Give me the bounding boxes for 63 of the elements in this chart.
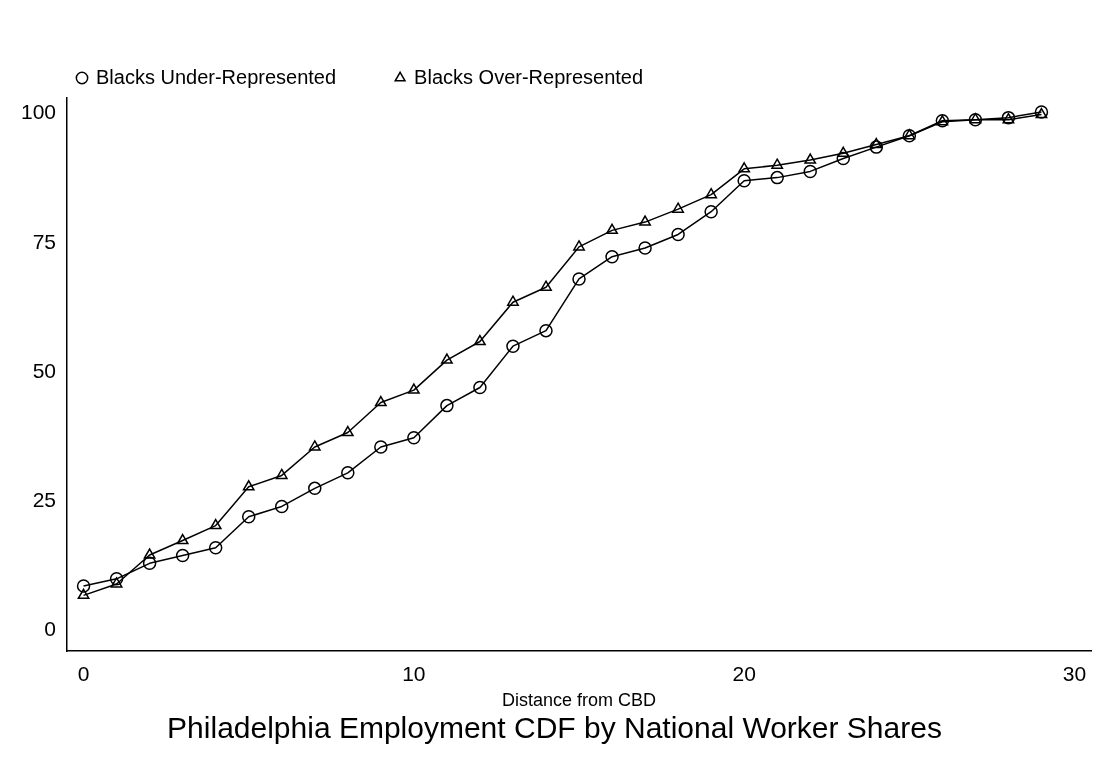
- point: [77, 588, 90, 600]
- x-tick-label: 10: [402, 661, 426, 685]
- point: [804, 153, 817, 164]
- point: [836, 151, 851, 166]
- point: [540, 280, 552, 291]
- point: [374, 395, 387, 407]
- point: [837, 146, 850, 158]
- point: [869, 140, 884, 154]
- point: [605, 249, 619, 264]
- x-tick-label: 20: [732, 661, 756, 685]
- point: [770, 170, 784, 185]
- point: [76, 579, 91, 593]
- point: [738, 162, 751, 173]
- point: [242, 480, 255, 491]
- point: [539, 323, 553, 338]
- point: [440, 398, 454, 413]
- point: [142, 556, 157, 571]
- point: [870, 137, 883, 149]
- point: [473, 334, 486, 346]
- point: [737, 173, 751, 188]
- point: [704, 204, 718, 219]
- point: [109, 572, 124, 586]
- y-tick-label: 75: [32, 229, 57, 253]
- point: [176, 533, 189, 545]
- point: [341, 425, 354, 437]
- point: [208, 541, 223, 555]
- y-tick-label: 100: [20, 100, 57, 124]
- text: Philadelphia Employment CDF by National Worker Shares: [167, 711, 942, 745]
- point: [241, 510, 256, 524]
- point: [771, 158, 784, 169]
- y-tick-label: 25: [32, 488, 57, 512]
- y-tick-label: 50: [32, 358, 57, 382]
- point: [274, 499, 289, 514]
- point: [606, 223, 618, 235]
- y-tick-label: 0: [44, 617, 57, 641]
- point: [506, 339, 520, 353]
- point: [507, 295, 519, 306]
- point: [671, 227, 685, 242]
- x-tick-label: 30: [1062, 661, 1087, 685]
- point: [209, 518, 222, 530]
- point: [638, 241, 652, 255]
- point: [407, 383, 420, 394]
- point: [308, 440, 321, 451]
- legend-label: Blacks Over-Represented: [414, 65, 644, 88]
- point: [803, 164, 817, 179]
- point: [573, 240, 585, 251]
- point: [407, 430, 421, 445]
- point: [275, 468, 288, 480]
- x-axis-title: Distance from CBD: [502, 690, 657, 711]
- point: [705, 187, 718, 199]
- point: [440, 353, 453, 364]
- point: [473, 380, 487, 395]
- point: [308, 481, 322, 496]
- point: [672, 202, 685, 213]
- point: [143, 548, 156, 559]
- point: [639, 215, 652, 226]
- x-tick-label: 0: [77, 661, 90, 685]
- legend-label: Blacks Under-Represented: [96, 65, 337, 88]
- point: [572, 272, 586, 286]
- point: [110, 577, 123, 588]
- point: [175, 548, 190, 563]
- point: [341, 466, 355, 480]
- point: [374, 440, 388, 454]
